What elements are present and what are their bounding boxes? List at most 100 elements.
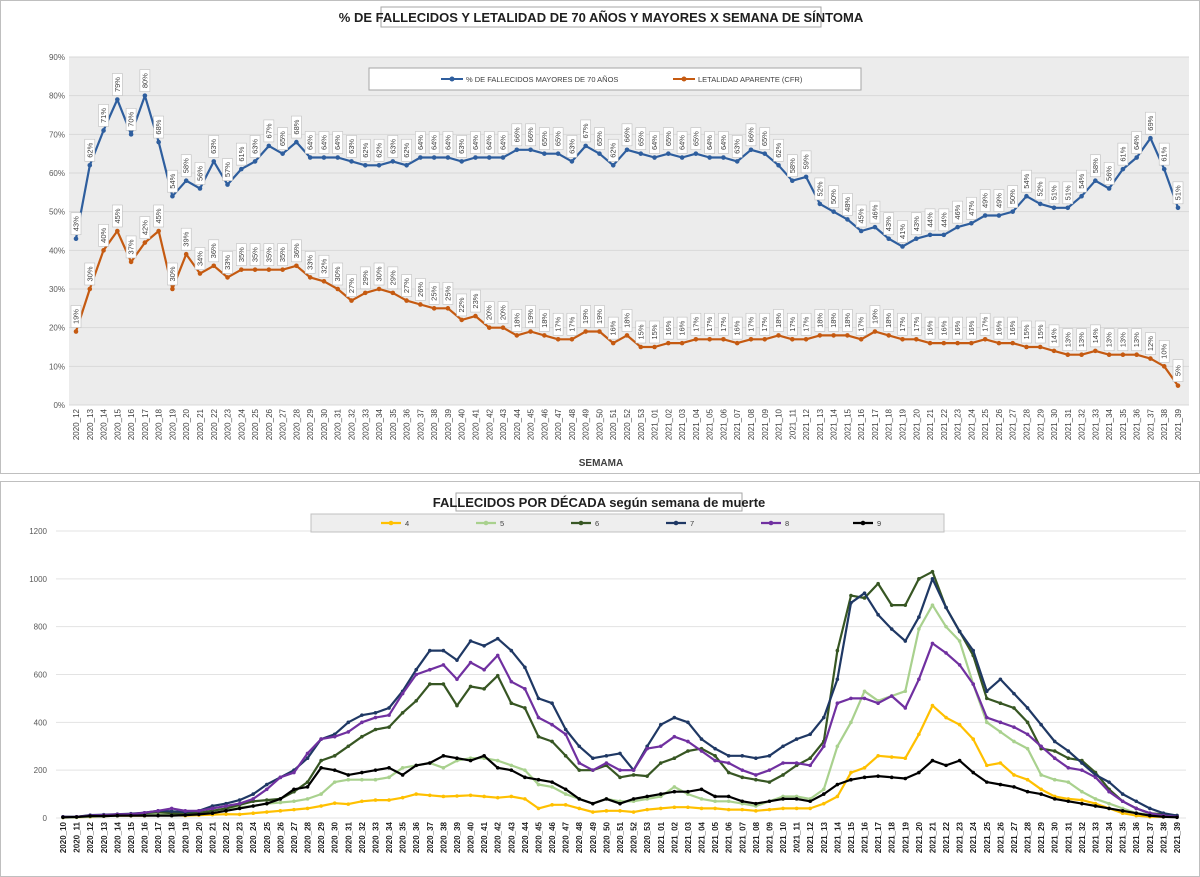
data-point	[321, 155, 327, 160]
data-point	[495, 653, 500, 658]
data-point	[563, 732, 568, 737]
data-point	[387, 765, 391, 770]
data-label-box	[731, 135, 743, 158]
data-point	[550, 739, 554, 744]
data-point	[197, 812, 201, 817]
legend-label: 8	[785, 519, 789, 528]
data-label-box	[952, 316, 963, 340]
data-point	[638, 151, 644, 156]
data-point	[349, 159, 354, 164]
data-label-box	[910, 312, 922, 336]
data-point	[658, 761, 663, 765]
data-point	[305, 806, 310, 811]
data-point	[1039, 787, 1043, 792]
data-point	[509, 794, 514, 799]
data-label: 30%	[168, 266, 177, 281]
data-point	[930, 569, 935, 574]
data-point	[428, 648, 432, 653]
data-point	[536, 782, 541, 787]
data-point	[237, 801, 242, 806]
data-point	[1024, 344, 1029, 350]
data-point	[597, 151, 602, 156]
x-tick-label: 2021_20	[915, 821, 924, 853]
data-label: 35%	[251, 247, 260, 262]
data-label-box	[828, 185, 839, 208]
x-tick-label: 2020_13	[100, 821, 109, 853]
legend-label: LETALIDAD APARENTE (CFR)	[698, 75, 803, 84]
data-point	[790, 336, 795, 342]
data-point	[985, 720, 989, 725]
data-point	[1080, 768, 1084, 772]
data-point	[536, 715, 541, 720]
data-label: 22%	[457, 297, 466, 312]
data-point	[618, 809, 622, 813]
data-point	[169, 813, 174, 818]
data-point	[927, 340, 933, 346]
data-label: 16%	[953, 320, 962, 335]
data-point	[998, 782, 1003, 787]
data-point	[849, 593, 853, 598]
data-point	[1024, 193, 1029, 199]
data-point	[441, 754, 446, 758]
data-label-box	[663, 127, 674, 150]
x-tick-label: 2021_05	[711, 821, 720, 853]
data-label: 29%	[361, 270, 370, 285]
data-label: 17%	[857, 316, 866, 331]
x-tick-label: 2021_30	[1050, 408, 1059, 440]
x-tick-label: 2021_21	[926, 408, 935, 440]
data-point	[1052, 749, 1057, 753]
data-point	[1175, 815, 1179, 820]
data-label-box	[304, 251, 316, 274]
data-label: 59%	[802, 154, 811, 169]
data-point	[332, 754, 337, 758]
data-point	[985, 763, 989, 768]
data-point	[1012, 725, 1016, 729]
data-label: 64%	[719, 135, 728, 150]
data-point	[693, 336, 699, 342]
x-tick-label: 2020_39	[453, 821, 462, 853]
y-tick-label: 600	[34, 671, 48, 680]
data-label: 14%	[1050, 328, 1059, 343]
x-tick-label: 2021_33	[1091, 821, 1100, 853]
y-tick-label: 0%	[53, 401, 65, 410]
data-label-box	[249, 243, 261, 266]
data-point	[1093, 348, 1098, 354]
data-point	[821, 792, 826, 796]
data-point	[1052, 797, 1057, 801]
data-point	[550, 785, 554, 789]
data-label-box	[470, 131, 481, 154]
data-label: 62%	[402, 142, 411, 157]
data-label: 18%	[540, 313, 549, 328]
data-label-box	[731, 316, 743, 340]
data-point	[1120, 809, 1125, 813]
data-label-box	[897, 312, 908, 336]
x-tick-label: 2020_36	[403, 408, 412, 440]
data-point	[319, 765, 323, 770]
legend-marker	[673, 520, 679, 526]
x-tick-label: 2020_37	[416, 408, 425, 440]
data-point	[699, 749, 704, 753]
data-label: 47%	[967, 200, 976, 215]
data-point	[346, 730, 351, 734]
data-label-box	[1062, 181, 1074, 205]
data-point	[985, 780, 989, 784]
data-point	[808, 806, 812, 811]
data-label: 64%	[443, 135, 452, 150]
data-label-box	[1145, 111, 1156, 135]
y-tick-label: 10%	[49, 362, 65, 371]
data-point	[754, 756, 758, 761]
data-point	[1175, 205, 1181, 211]
x-tick-label: 2020_36	[412, 821, 421, 853]
data-point	[672, 789, 677, 794]
data-point	[459, 317, 465, 323]
data-label-box	[456, 135, 468, 158]
x-tick-label: 2020_25	[251, 408, 260, 440]
data-label: 29%	[388, 270, 397, 285]
x-tick-label: 2020_53	[643, 821, 652, 853]
data-label: 64%	[499, 135, 508, 150]
x-tick-label: 2021_11	[788, 408, 797, 439]
data-point	[1107, 789, 1111, 794]
legend-box	[368, 67, 862, 91]
data-label: 65%	[595, 131, 604, 146]
x-tick-label: 2020_30	[331, 821, 340, 853]
